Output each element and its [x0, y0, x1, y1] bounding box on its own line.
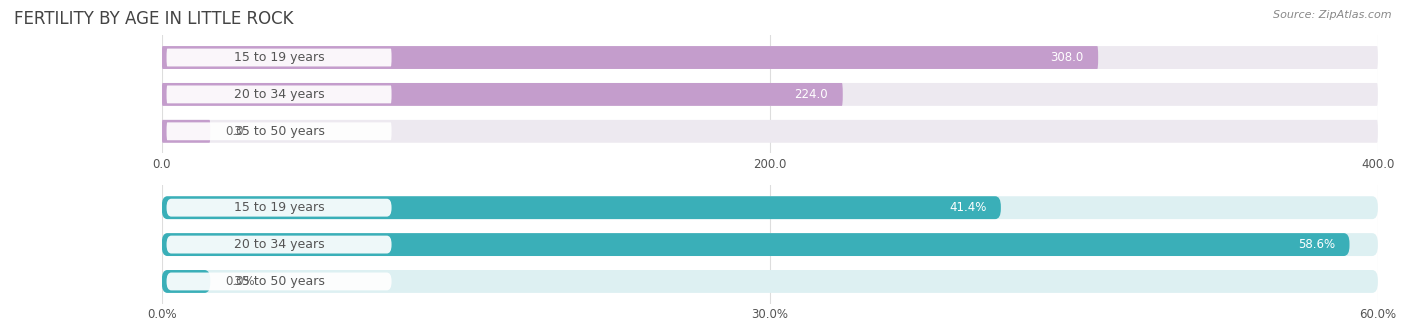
FancyBboxPatch shape — [162, 270, 211, 293]
FancyBboxPatch shape — [162, 120, 211, 143]
Text: 15 to 19 years: 15 to 19 years — [233, 201, 325, 214]
FancyBboxPatch shape — [162, 270, 1378, 293]
Text: FERTILITY BY AGE IN LITTLE ROCK: FERTILITY BY AGE IN LITTLE ROCK — [14, 10, 294, 28]
FancyBboxPatch shape — [162, 46, 1098, 69]
Text: 58.6%: 58.6% — [1298, 238, 1334, 251]
Text: 41.4%: 41.4% — [949, 201, 986, 214]
Text: 15 to 19 years: 15 to 19 years — [233, 51, 325, 64]
Text: 35 to 50 years: 35 to 50 years — [233, 275, 325, 288]
Text: 35 to 50 years: 35 to 50 years — [233, 125, 325, 138]
FancyBboxPatch shape — [166, 236, 391, 253]
FancyBboxPatch shape — [162, 83, 1378, 106]
Text: 224.0: 224.0 — [794, 88, 828, 101]
FancyBboxPatch shape — [166, 122, 391, 140]
FancyBboxPatch shape — [166, 85, 391, 103]
Text: 0.0: 0.0 — [225, 125, 243, 138]
Text: Source: ZipAtlas.com: Source: ZipAtlas.com — [1274, 10, 1392, 20]
Text: 20 to 34 years: 20 to 34 years — [233, 88, 325, 101]
FancyBboxPatch shape — [162, 46, 1378, 69]
FancyBboxPatch shape — [166, 49, 391, 66]
FancyBboxPatch shape — [166, 273, 391, 290]
FancyBboxPatch shape — [162, 233, 1378, 256]
Text: 308.0: 308.0 — [1050, 51, 1084, 64]
FancyBboxPatch shape — [162, 233, 1350, 256]
Text: 20 to 34 years: 20 to 34 years — [233, 238, 325, 251]
FancyBboxPatch shape — [162, 83, 842, 106]
FancyBboxPatch shape — [162, 120, 1378, 143]
FancyBboxPatch shape — [162, 196, 1378, 219]
FancyBboxPatch shape — [166, 199, 391, 216]
Text: 0.0%: 0.0% — [225, 275, 254, 288]
FancyBboxPatch shape — [162, 196, 1001, 219]
